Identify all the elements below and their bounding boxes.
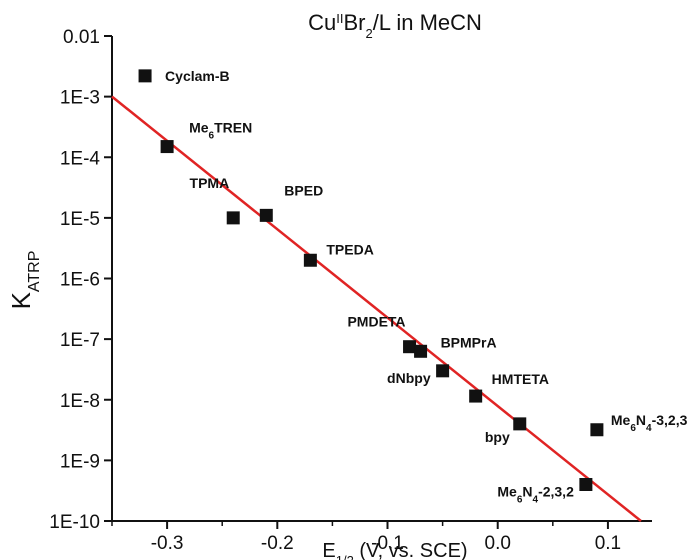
data-point xyxy=(469,389,483,403)
point-label: PMDETA xyxy=(347,314,405,330)
y-tick-label: 1E-8 xyxy=(60,391,100,412)
x-tick-label: -0.1 xyxy=(371,533,404,554)
point-label: Cyclam-B xyxy=(165,68,230,84)
y-tick-label: 1E-5 xyxy=(60,209,100,230)
y-tick-label: 0.01 xyxy=(63,27,100,48)
data-point xyxy=(226,211,240,225)
point-label: dNbpy xyxy=(387,370,431,386)
point-label: TPEDA xyxy=(326,241,373,257)
fit-line-group xyxy=(111,95,642,522)
titles: CuIIBr2/L in MeCN E1/2 (V, vs. SCE) KATRP xyxy=(6,10,482,560)
data-point xyxy=(513,417,527,431)
data-point xyxy=(303,253,317,267)
data-point xyxy=(160,140,174,154)
point-label: TPMA xyxy=(190,175,230,191)
point-label: HMTETA xyxy=(492,371,549,387)
y-tick-label: 1E-9 xyxy=(60,451,100,472)
point-labels: Cyclam-B Me6TREN TPMA BPED TPEDA PMDETA BPMPrA… xyxy=(165,68,688,505)
y-tick-label: 1E-4 xyxy=(60,148,101,169)
data-point xyxy=(403,340,417,354)
x-tick-label: 0.0 xyxy=(485,533,511,554)
x-tick-label: -0.3 xyxy=(151,533,184,554)
point-label: BPED xyxy=(284,182,323,198)
y-axis-title: KATRP xyxy=(6,251,43,310)
data-points xyxy=(138,69,604,492)
x-tick-label: -0.2 xyxy=(261,533,294,554)
y-tick-label: 1E-7 xyxy=(60,330,100,351)
chart-title: CuIIBr2/L in MeCN xyxy=(308,10,482,41)
axes: -0.3 -0.2 -0.1 0.0 0.1 0.01 1E-3 1E-4 1E-5 1E-6 1E… xyxy=(49,27,652,554)
data-point xyxy=(138,69,152,83)
y-tick-label: 1E-10 xyxy=(49,512,100,533)
y-tick-label: 1E-3 xyxy=(60,88,100,109)
data-point xyxy=(590,423,604,437)
point-label: Me6N4-3,2,3 xyxy=(611,412,688,434)
point-label: Me6N4-2,3,2 xyxy=(497,484,574,506)
fit-line xyxy=(111,95,642,522)
y-tick-label: 1E-6 xyxy=(60,270,100,291)
data-point xyxy=(259,208,273,222)
data-point xyxy=(579,478,593,492)
point-label: Me6TREN xyxy=(189,120,252,142)
x-axis-title: E1/2 (V, vs. SCE) xyxy=(322,540,467,560)
data-point xyxy=(414,344,428,358)
point-label: bpy xyxy=(485,429,510,445)
data-point xyxy=(436,364,450,378)
point-label: BPMPrA xyxy=(441,334,497,350)
x-tick-label: 0.1 xyxy=(595,533,621,554)
